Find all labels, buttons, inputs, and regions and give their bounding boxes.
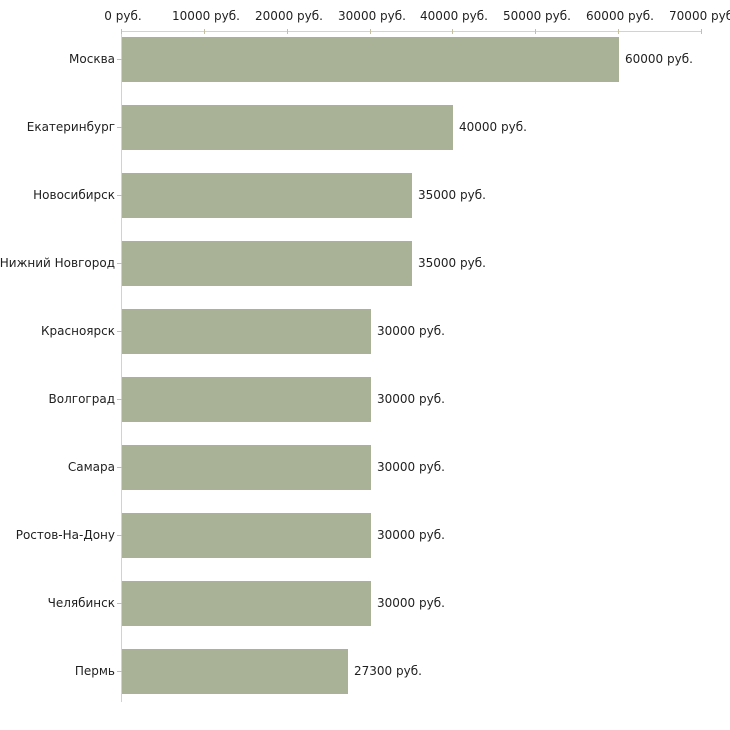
category-label: Москва (69, 52, 115, 66)
bar (122, 377, 371, 422)
bar (122, 173, 412, 218)
bar (122, 513, 371, 558)
category-label: Самара (67, 460, 115, 474)
x-axis-tick (701, 29, 702, 34)
x-axis-tick-label: 70000 руб. (669, 9, 730, 23)
category-label: Челябинск (47, 596, 115, 610)
value-label: 27300 руб. (354, 664, 422, 678)
x-axis-tick-label: 40000 руб. (420, 9, 488, 23)
value-label: 30000 руб. (377, 528, 445, 542)
value-label: 30000 руб. (377, 324, 445, 338)
bar (122, 241, 412, 286)
x-axis-line (121, 31, 702, 32)
x-axis-tick (204, 29, 205, 34)
bar (122, 581, 371, 626)
y-axis-tick (117, 603, 122, 604)
y-axis-tick (117, 127, 122, 128)
value-label: 40000 руб. (459, 120, 527, 134)
x-axis-tick-label: 60000 руб. (586, 9, 654, 23)
y-axis-tick (117, 331, 122, 332)
category-label: Нижний Новгород (0, 256, 115, 270)
y-axis-tick (117, 195, 122, 196)
x-axis-tick (452, 29, 453, 34)
y-axis-tick (117, 59, 122, 60)
x-axis-tick (121, 29, 122, 34)
bar (122, 649, 348, 694)
category-label: Пермь (74, 664, 115, 678)
x-axis-tick-label: 0 руб. (104, 9, 142, 23)
category-label: Екатеринбург (26, 120, 115, 134)
category-label: Красноярск (41, 324, 115, 338)
y-axis-line (121, 31, 122, 702)
bar (122, 105, 453, 150)
value-label: 60000 руб. (625, 52, 693, 66)
x-axis-tick-label: 50000 руб. (503, 9, 571, 23)
bar (122, 37, 619, 82)
y-axis-tick (117, 671, 122, 672)
value-label: 35000 руб. (418, 188, 486, 202)
x-axis-tick-label: 10000 руб. (172, 9, 240, 23)
x-axis-tick-label: 20000 руб. (255, 9, 323, 23)
bar (122, 445, 371, 490)
category-label: Волгоград (48, 392, 115, 406)
bar (122, 309, 371, 354)
x-axis-tick (535, 29, 536, 34)
y-axis-tick (117, 263, 122, 264)
value-label: 30000 руб. (377, 596, 445, 610)
y-axis-tick (117, 467, 122, 468)
y-axis-tick (117, 399, 122, 400)
x-axis-tick (618, 29, 619, 34)
value-label: 35000 руб. (418, 256, 486, 270)
category-label: Ростов-На-Дону (15, 528, 115, 542)
x-axis-tick-label: 30000 руб. (338, 9, 406, 23)
category-label: Новосибирск (33, 188, 115, 202)
x-axis-tick (287, 29, 288, 34)
value-label: 30000 руб. (377, 460, 445, 474)
value-label: 30000 руб. (377, 392, 445, 406)
x-axis-tick (370, 29, 371, 34)
y-axis-tick (117, 535, 122, 536)
